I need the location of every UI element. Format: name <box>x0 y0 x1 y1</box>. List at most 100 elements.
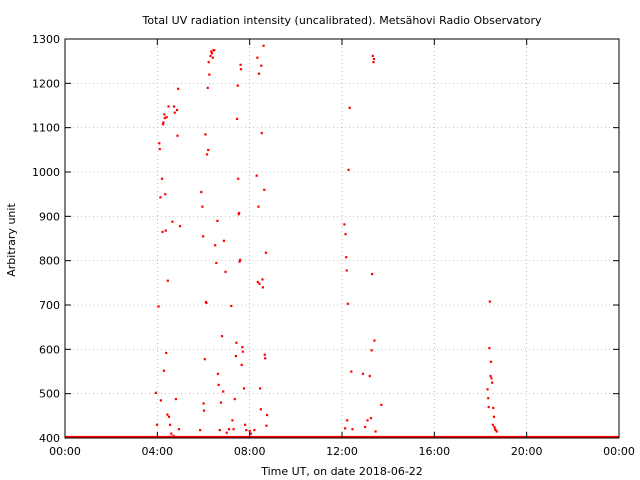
data-point <box>239 68 243 71</box>
data-point <box>232 428 235 431</box>
grid <box>65 39 619 438</box>
y-tick-label: 1300 <box>32 33 60 46</box>
data-point <box>206 86 209 89</box>
data-point <box>164 229 167 232</box>
data-point <box>344 427 347 430</box>
data-point <box>213 49 216 52</box>
x-tick-label: 00:00 <box>49 445 81 458</box>
x-tick-label: 04:00 <box>141 445 173 458</box>
data-point <box>161 230 164 234</box>
x-tick-label: 20:00 <box>511 445 543 458</box>
y-tick-label: 500 <box>39 388 60 401</box>
data-point <box>373 339 376 342</box>
x-tick-label: 12:00 <box>326 445 358 458</box>
data-point <box>171 220 174 223</box>
data-point <box>207 148 210 152</box>
data-point <box>380 403 383 406</box>
y-tick-label: 900 <box>39 210 60 223</box>
data-point <box>222 239 226 242</box>
data-point <box>236 84 239 87</box>
data-point <box>158 142 161 145</box>
data-point <box>215 261 218 265</box>
data-point <box>220 335 224 338</box>
x-tick-label: 08:00 <box>234 445 266 458</box>
y-tick-label: 800 <box>39 255 60 268</box>
y-tick-label: 1100 <box>32 122 60 135</box>
chart-title: Total UV radiation intensity (uncalibrat… <box>142 14 542 27</box>
data-point <box>345 256 348 259</box>
data-point <box>166 279 169 282</box>
data-point <box>211 56 214 59</box>
data-point <box>492 415 496 418</box>
data-point <box>260 64 263 67</box>
data-point <box>253 429 256 432</box>
data-point <box>163 113 166 116</box>
data-point <box>209 54 212 58</box>
data-point <box>368 374 371 378</box>
data-point <box>167 415 171 418</box>
data-point <box>165 116 168 119</box>
data-point <box>238 211 241 214</box>
data-point <box>265 413 269 417</box>
data-point <box>177 87 180 90</box>
data-point <box>205 153 209 156</box>
data-point <box>219 401 223 404</box>
data-point <box>237 213 240 216</box>
y-axis-label: Arbitrary unit <box>5 203 18 277</box>
data-point <box>345 269 348 272</box>
data-point <box>248 429 251 433</box>
data-point <box>256 56 259 59</box>
data-point <box>225 431 228 434</box>
data-point <box>491 423 494 426</box>
data-point <box>256 280 259 284</box>
data-point <box>159 196 162 199</box>
data-point <box>346 302 349 305</box>
data-point <box>233 397 236 401</box>
x-axis-label: Time UT, on date 2018-06-22 <box>260 465 423 478</box>
data-point <box>258 282 261 285</box>
data-point <box>163 116 166 120</box>
data-point <box>241 350 244 353</box>
plot-frame <box>64 38 620 439</box>
data-point <box>161 123 165 126</box>
data-points <box>154 44 498 437</box>
data-point <box>257 205 260 208</box>
data-point <box>158 147 161 151</box>
data-point <box>210 52 214 55</box>
data-point <box>241 346 244 349</box>
data-point <box>489 360 493 363</box>
data-point <box>222 390 225 393</box>
data-point <box>371 272 374 276</box>
data-point <box>493 425 496 429</box>
data-point <box>244 423 247 426</box>
data-point <box>172 434 175 437</box>
data-point <box>487 397 490 400</box>
data-point <box>255 174 258 177</box>
data-point <box>487 405 490 409</box>
data-point <box>157 305 160 308</box>
data-point <box>204 133 207 136</box>
data-point <box>202 235 205 238</box>
data-point <box>172 105 176 108</box>
data-point <box>160 177 164 180</box>
x-tick-label: 00:00 <box>603 445 635 458</box>
data-point <box>177 428 181 431</box>
data-point <box>159 399 162 402</box>
data-point <box>208 73 211 76</box>
y-tick-label: 700 <box>39 299 60 312</box>
data-point <box>491 381 494 384</box>
data-point <box>231 419 234 422</box>
data-point <box>489 374 492 378</box>
data-point <box>259 408 262 411</box>
data-point <box>217 383 220 386</box>
data-point <box>234 354 238 358</box>
data-point <box>370 349 373 352</box>
data-point <box>260 131 263 135</box>
data-point <box>201 205 204 208</box>
data-point <box>257 72 261 75</box>
data-point <box>199 429 202 432</box>
data-point <box>259 387 262 390</box>
data-point <box>344 233 347 236</box>
data-point <box>237 177 240 180</box>
